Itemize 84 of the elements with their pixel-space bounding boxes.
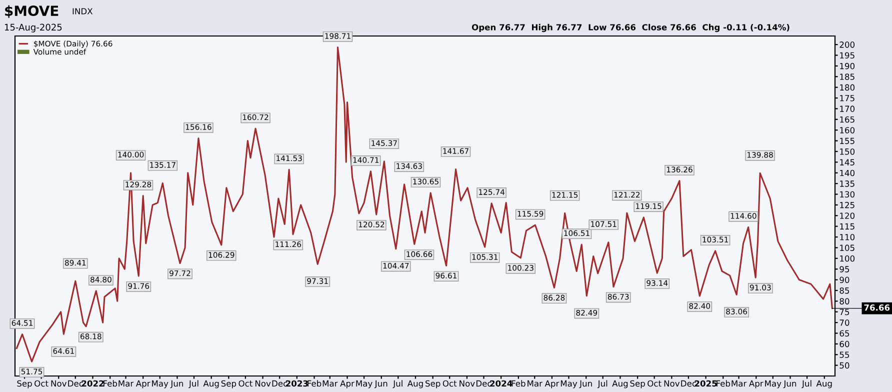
x-tick-label: Feb — [104, 380, 118, 387]
x-tick-label: Apr — [544, 380, 560, 388]
y-tick-label: 200 — [840, 42, 855, 48]
y-tick-label: 100 — [840, 255, 855, 262]
y-tick-label: 140 — [840, 170, 855, 176]
x-tick-label: Apr — [748, 380, 764, 388]
y-tick-label: 70 — [840, 320, 850, 326]
x-tick-label: Oct — [648, 380, 662, 387]
x-tick-label: Oct — [442, 380, 457, 387]
x-tick-label: 2025 — [694, 380, 717, 387]
x-tick-label: May — [152, 380, 168, 388]
y-tick-label: 75 — [840, 308, 850, 316]
x-tick-label: Feb — [512, 380, 526, 387]
x-tick-label: May — [765, 380, 782, 388]
y-tick-label: 85 — [840, 287, 850, 294]
x-tick-label: 2023 — [286, 380, 308, 387]
x-tick-label: Dec — [476, 380, 492, 387]
annotation: 76.66 — [864, 304, 890, 311]
text: Open 76.77 High 76.77 Low 76.66 Close 76.66 Chg -0.11 (-0.14%) — [472, 24, 790, 32]
x-tick-label: Apr — [136, 380, 150, 388]
y-tick-label: 60 — [840, 340, 850, 348]
y-tick-label: 155 — [840, 138, 854, 144]
x-tick-label: Jun — [579, 380, 592, 388]
y-tick-label: 50 — [840, 362, 850, 369]
y-tick-label: 195 — [840, 52, 854, 59]
y-tick-label: 110 — [840, 234, 855, 240]
x-tick-label: Mar — [322, 380, 338, 387]
y-tick-label: 135 — [840, 180, 854, 187]
x-tick-label: Jun — [783, 380, 796, 388]
x-tick-label: Oct — [34, 380, 48, 387]
y-tick-label: 180 — [840, 84, 855, 91]
y-tick-label: 170 — [840, 106, 855, 112]
x-tick-label: May — [356, 380, 372, 388]
y-tick-label: 130 — [840, 191, 855, 198]
x-tick-label: Sep — [630, 380, 645, 388]
x-tick-label: Sep — [426, 380, 440, 388]
x-tick-label: 2024 — [490, 380, 512, 387]
x-tick-label: Nov — [51, 380, 67, 387]
y-tick-label: 165 — [840, 116, 854, 123]
x-tick-label: Dec — [272, 380, 288, 387]
y-tick-label: 160 — [840, 127, 855, 134]
y-tick-label: 185 — [840, 74, 854, 80]
x-tick-label: Jul — [597, 380, 608, 388]
chart-title: $MOVE — [5, 5, 58, 18]
x-tick-label: Aug — [612, 380, 628, 388]
x-tick-label: Feb — [308, 380, 322, 387]
x-tick-label: Dec — [681, 380, 696, 387]
x-tick-label: Mar — [732, 380, 747, 387]
x-tick-label: Jun — [170, 380, 184, 388]
x-tick-label: May — [560, 380, 578, 388]
x-tick-label: Nov — [460, 380, 475, 387]
y-tick-label: 65 — [840, 330, 850, 337]
text: INDX — [72, 8, 93, 14]
y-tick-label: 150 — [840, 148, 855, 155]
x-tick-label: Dec — [68, 380, 83, 387]
y-tick-label: 190 — [840, 62, 855, 70]
y-tick-label: 80 — [840, 298, 850, 304]
y-tick-label: 105 — [840, 244, 854, 251]
y-tick-label: 90 — [840, 276, 850, 284]
x-tick-label: Nov — [664, 380, 680, 387]
y-tick-label: 145 — [840, 159, 854, 166]
x-tick-label: Jul — [392, 380, 402, 388]
x-tick-label: 2022 — [82, 380, 104, 387]
x-tick-label: Nov — [255, 380, 271, 387]
x-tick-label: Jul — [188, 380, 198, 388]
x-tick-label: Aug — [816, 380, 832, 388]
x-tick-label: Feb — [716, 380, 730, 387]
x-tick-label: Mar — [528, 380, 542, 387]
x-tick-label: Sep — [17, 380, 32, 388]
x-tick-label: Aug — [407, 380, 423, 388]
x-tick-label: Sep — [221, 380, 236, 388]
x-tick-label: Jun — [374, 380, 388, 388]
x-tick-label: Apr — [340, 380, 354, 388]
chart-subtitle: 15-Aug-2025 — [4, 24, 62, 32]
y-tick-label: 95 — [840, 266, 850, 272]
y-tick-label: 120 — [840, 212, 855, 219]
y-tick-label: 125 — [840, 202, 854, 208]
x-tick-label: Mar — [118, 380, 134, 387]
y-tick-label: 55 — [840, 352, 850, 358]
y-tick-label: 115 — [840, 223, 854, 230]
x-tick-label: Oct — [238, 380, 252, 387]
x-tick-label: Aug — [203, 380, 219, 388]
x-tick-label: Jul — [802, 380, 812, 388]
y-tick-label: 175 — [840, 95, 854, 102]
